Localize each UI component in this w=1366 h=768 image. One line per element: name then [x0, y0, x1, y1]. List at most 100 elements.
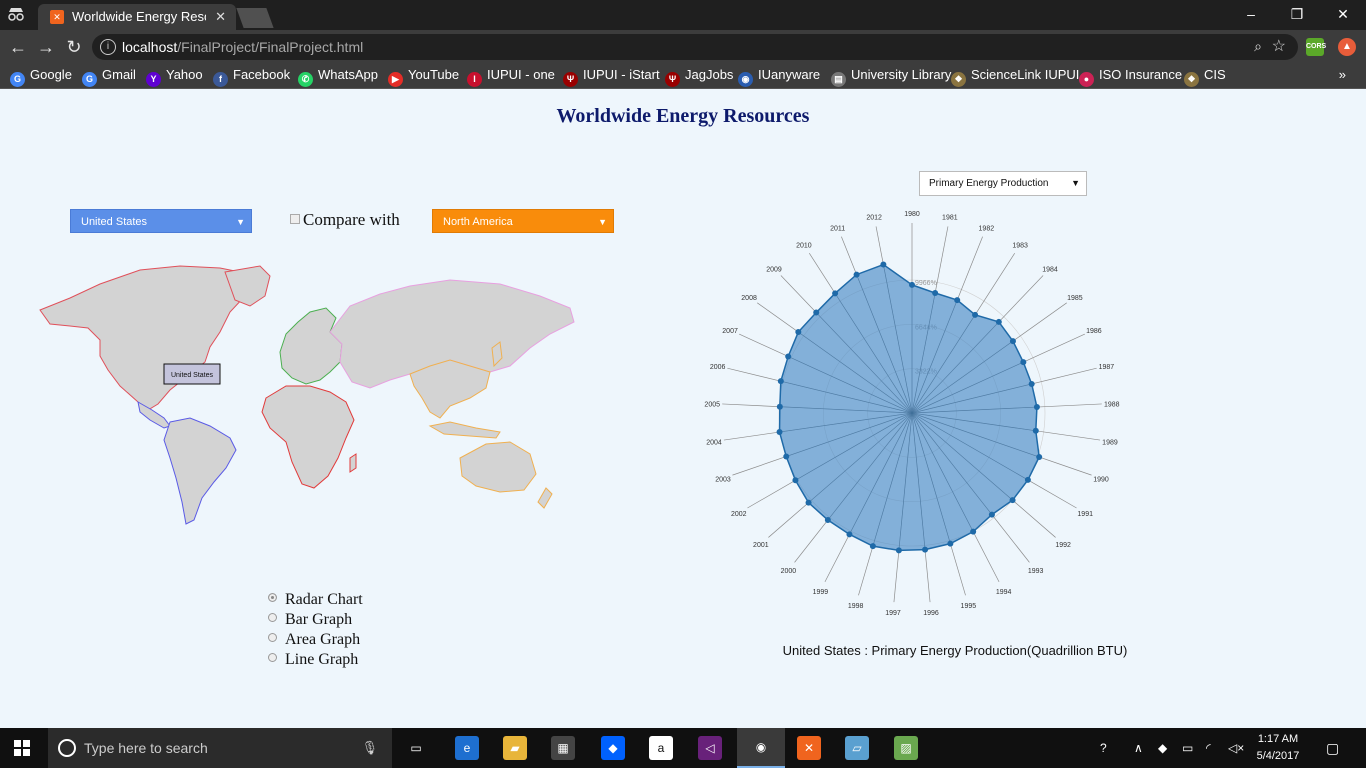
bookmark-item[interactable]: f Facebook	[213, 64, 290, 88]
reload-icon[interactable]: ↻	[66, 37, 82, 57]
chrome-icon[interactable]: ◉	[737, 728, 785, 768]
map-region-new-zealand[interactable]	[537, 487, 553, 509]
info-icon[interactable]: i	[100, 39, 116, 55]
bookmark-item[interactable]: I IUPUI - one	[467, 64, 555, 88]
bookmark-label: ISO Insurance	[1099, 67, 1183, 82]
volume-muted-icon[interactable]: ◁×	[1228, 741, 1245, 755]
bookmark-label: JagJobs	[685, 67, 734, 82]
chart-type-radio[interactable]: Area Graph	[268, 630, 363, 650]
help-icon[interactable]: ?	[1100, 741, 1107, 755]
minimize-button[interactable]: –	[1247, 6, 1255, 22]
bookmarks-bar: » G Google G Gmail Y Yahoo f Facebook ✆ WhatsApp ▶…	[0, 64, 1366, 89]
maximize-button[interactable]: ❐	[1290, 6, 1304, 22]
country-select[interactable]: United States ▼	[70, 209, 252, 233]
map-region-japan[interactable]	[491, 341, 503, 368]
map-region-africa[interactable]	[261, 385, 355, 489]
bookmark-item[interactable]: Ψ IUPUI - iStart	[563, 64, 660, 88]
wifi-icon[interactable]: ◜	[1206, 741, 1211, 755]
compare-toggle[interactable]: Compare with	[290, 209, 400, 231]
file-explorer-icon[interactable]: ▰	[503, 736, 527, 760]
radar-data-point	[1009, 338, 1016, 345]
editor-icon[interactable]: ▨	[894, 736, 918, 760]
task-view-icon[interactable]: ▭	[410, 741, 422, 755]
bookmark-item[interactable]: ▶ YouTube	[388, 64, 459, 88]
radar-data-point	[805, 499, 812, 506]
map-region-south-america[interactable]	[163, 417, 237, 525]
country-select-value: United States	[81, 216, 148, 228]
close-window-button[interactable]: ✕	[1337, 6, 1349, 22]
map-region-madagascar[interactable]	[349, 453, 357, 473]
xampp-icon[interactable]: ✕	[797, 736, 821, 760]
extension-icon[interactable]: ▲	[1338, 38, 1356, 56]
map-region-europe[interactable]	[279, 307, 343, 385]
zoom-icon[interactable]: ⌕	[1254, 38, 1262, 54]
map-region-asia-pacific[interactable]	[409, 359, 491, 419]
radar-axis-label: 1989	[1102, 439, 1118, 446]
bookmark-item[interactable]: ▤ University Library	[831, 64, 951, 88]
bookmark-label: YouTube	[408, 67, 460, 82]
metric-select[interactable]: Primary Energy Production ▼	[919, 171, 1087, 196]
radio-button[interactable]	[268, 653, 277, 662]
cors-extension-icon[interactable]: CORS	[1306, 38, 1326, 56]
bookmark-item[interactable]: ❖ CIS	[1184, 64, 1226, 88]
chart-type-radio[interactable]: Bar Graph	[268, 610, 363, 630]
radar-inner-axis-line	[795, 412, 913, 481]
map-region-asia[interactable]	[329, 279, 575, 389]
dropbox-tray-icon[interactable]: ◆	[1158, 741, 1168, 755]
radar-data-point	[972, 311, 979, 318]
forward-arrow-icon[interactable]: →	[37, 37, 55, 57]
bookmark-item[interactable]: G Gmail	[82, 64, 136, 88]
show-hidden-icons-icon[interactable]: ∧	[1134, 741, 1143, 755]
radio-button[interactable]	[268, 613, 277, 622]
bookmark-item[interactable]: Y Yahoo	[146, 64, 203, 88]
visual-studio-icon[interactable]: ◁	[698, 736, 722, 760]
chart-type-radio[interactable]: Line Graph	[268, 650, 363, 670]
bookmark-favicon-icon: Y	[146, 72, 161, 87]
bookmark-item[interactable]: ◉ IUanyware	[738, 64, 820, 88]
radar-inner-axis-line	[883, 264, 913, 414]
world-map[interactable]: United States	[30, 262, 590, 532]
bookmark-item[interactable]: ❖ ScienceLink IUPUI	[951, 64, 1079, 88]
clock[interactable]: 1:17 AM 5/4/2017	[1248, 731, 1308, 765]
bookmarks-more-icon[interactable]: »	[1338, 67, 1346, 82]
bookmark-star-icon[interactable]: ☆	[1271, 38, 1286, 55]
radar-axis-label: 2005	[704, 401, 720, 408]
region-select[interactable]: North America ▼	[432, 209, 614, 233]
map-region-central-america[interactable]	[137, 401, 171, 429]
radar-data-point	[792, 477, 799, 484]
address-bar[interactable]: i localhost/FinalProject/FinalProject.ht…	[92, 34, 1298, 60]
tab-close-icon[interactable]: ✕	[215, 9, 226, 24]
bookmark-favicon-icon: G	[10, 72, 25, 87]
microphone-icon[interactable]: 🎙	[361, 740, 378, 755]
radio-button[interactable]	[268, 633, 277, 642]
map-region-indonesia[interactable]	[428, 421, 501, 439]
bookmark-item[interactable]: ● ISO Insurance	[1079, 64, 1182, 88]
bookmark-item[interactable]: G Google	[10, 64, 72, 88]
back-arrow-icon[interactable]: ←	[9, 37, 27, 57]
radar-data-point	[1009, 497, 1016, 504]
radio-button[interactable]	[268, 593, 277, 602]
notepad-icon[interactable]: ▱	[845, 736, 869, 760]
compare-checkbox[interactable]	[290, 214, 300, 224]
browser-tab[interactable]: ✕ Worldwide Energy Resou ✕	[38, 4, 236, 30]
new-tab-button[interactable]	[236, 8, 274, 28]
clock-date: 5/4/2017	[1256, 750, 1300, 762]
store-icon[interactable]: ▦	[551, 736, 575, 760]
notifications-icon[interactable]: ▢	[1326, 740, 1340, 756]
bookmark-item[interactable]: ✆ WhatsApp	[298, 64, 378, 88]
map-region-greenland[interactable]	[224, 265, 271, 307]
battery-icon[interactable]: ▭	[1182, 741, 1194, 755]
bookmark-item[interactable]: Ψ JagJobs	[665, 64, 733, 88]
taskbar-search[interactable]: Type here to search 🎙	[48, 728, 392, 768]
radar-axis-label: 1981	[942, 215, 958, 222]
bookmark-favicon-icon: G	[82, 72, 97, 87]
xampp-favicon-icon: ✕	[50, 10, 64, 24]
edge-icon[interactable]: e	[455, 736, 479, 760]
dropbox-icon[interactable]: ◆	[601, 736, 625, 760]
map-region-north-america[interactable]	[39, 265, 263, 411]
chart-type-radio[interactable]: Radar Chart	[268, 590, 363, 610]
amazon-icon[interactable]: a	[649, 736, 673, 760]
bookmark-label: Facebook	[233, 67, 291, 82]
windows-start-icon[interactable]	[14, 740, 30, 756]
map-region-australia[interactable]	[459, 441, 537, 493]
